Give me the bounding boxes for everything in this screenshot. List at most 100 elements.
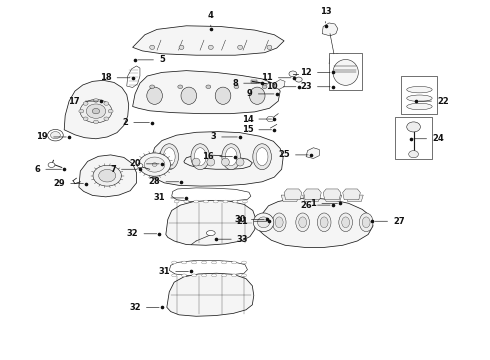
Ellipse shape [407, 103, 432, 110]
Text: 7: 7 [110, 165, 137, 174]
Text: 14: 14 [242, 114, 271, 123]
Ellipse shape [257, 217, 270, 228]
Text: 27: 27 [375, 217, 405, 226]
Ellipse shape [222, 144, 241, 170]
Ellipse shape [234, 85, 239, 89]
Polygon shape [172, 188, 251, 202]
Ellipse shape [181, 87, 196, 104]
Ellipse shape [194, 200, 198, 203]
Ellipse shape [150, 45, 155, 49]
Ellipse shape [172, 274, 176, 277]
Ellipse shape [192, 274, 196, 277]
Text: 22: 22 [419, 96, 449, 105]
Text: 31: 31 [159, 267, 189, 276]
Ellipse shape [249, 87, 265, 104]
Ellipse shape [108, 109, 113, 113]
Ellipse shape [92, 108, 99, 114]
Text: 2: 2 [122, 118, 149, 127]
Polygon shape [133, 71, 280, 114]
Polygon shape [79, 155, 137, 197]
Bar [395, 117, 432, 159]
Ellipse shape [80, 99, 112, 123]
Bar [401, 76, 437, 114]
Text: 13: 13 [320, 7, 331, 23]
Ellipse shape [212, 261, 217, 264]
Polygon shape [303, 195, 320, 202]
Ellipse shape [195, 148, 206, 166]
Ellipse shape [242, 261, 246, 264]
Ellipse shape [178, 85, 183, 89]
Polygon shape [274, 80, 285, 89]
Ellipse shape [296, 213, 310, 231]
Ellipse shape [267, 45, 272, 49]
Ellipse shape [202, 274, 207, 277]
Ellipse shape [206, 85, 211, 89]
Polygon shape [127, 66, 140, 87]
Ellipse shape [256, 148, 268, 166]
Ellipse shape [139, 153, 171, 176]
Text: 11: 11 [261, 73, 291, 82]
Ellipse shape [272, 213, 286, 231]
Ellipse shape [295, 77, 302, 82]
Polygon shape [169, 260, 247, 276]
Ellipse shape [232, 261, 237, 264]
Ellipse shape [86, 104, 106, 118]
Text: 25: 25 [278, 150, 308, 159]
Ellipse shape [192, 261, 196, 264]
Text: 16: 16 [202, 152, 232, 161]
Ellipse shape [215, 87, 231, 104]
Text: 33: 33 [219, 235, 248, 244]
Ellipse shape [137, 163, 143, 168]
Polygon shape [166, 201, 256, 245]
Ellipse shape [359, 213, 373, 231]
Ellipse shape [48, 162, 55, 167]
Ellipse shape [50, 132, 60, 139]
Ellipse shape [333, 59, 358, 85]
Ellipse shape [253, 213, 274, 231]
Polygon shape [329, 54, 343, 64]
Polygon shape [150, 132, 283, 186]
Ellipse shape [238, 45, 243, 49]
Text: 28: 28 [149, 177, 179, 186]
Bar [329, 53, 362, 90]
Text: 19: 19 [36, 132, 66, 141]
Polygon shape [304, 189, 321, 200]
Text: 20: 20 [129, 159, 159, 168]
Ellipse shape [213, 200, 218, 203]
Polygon shape [64, 80, 129, 139]
Text: 18: 18 [100, 73, 130, 82]
Ellipse shape [184, 200, 189, 203]
Ellipse shape [94, 120, 98, 124]
Ellipse shape [174, 200, 179, 203]
Ellipse shape [221, 261, 226, 264]
Ellipse shape [236, 158, 244, 166]
Ellipse shape [275, 217, 283, 228]
Ellipse shape [362, 217, 370, 228]
Ellipse shape [93, 165, 122, 186]
Ellipse shape [152, 163, 157, 166]
Ellipse shape [48, 130, 63, 141]
Ellipse shape [225, 148, 237, 166]
Ellipse shape [203, 200, 208, 203]
Ellipse shape [147, 87, 162, 104]
Ellipse shape [104, 117, 109, 121]
Text: 4: 4 [208, 10, 214, 27]
Text: 5: 5 [138, 55, 165, 64]
Text: 32: 32 [127, 229, 157, 238]
Text: 3: 3 [210, 132, 237, 141]
Polygon shape [167, 273, 254, 316]
Text: 10: 10 [266, 82, 296, 91]
Ellipse shape [207, 158, 215, 166]
Ellipse shape [342, 217, 349, 228]
Ellipse shape [104, 102, 109, 105]
Ellipse shape [407, 122, 420, 132]
Polygon shape [343, 189, 360, 200]
Text: 30: 30 [234, 215, 264, 224]
Ellipse shape [339, 213, 352, 231]
Ellipse shape [172, 261, 176, 264]
Ellipse shape [94, 99, 98, 102]
Ellipse shape [318, 213, 331, 231]
Ellipse shape [267, 116, 274, 122]
Ellipse shape [253, 144, 271, 170]
Text: 9: 9 [247, 89, 274, 98]
